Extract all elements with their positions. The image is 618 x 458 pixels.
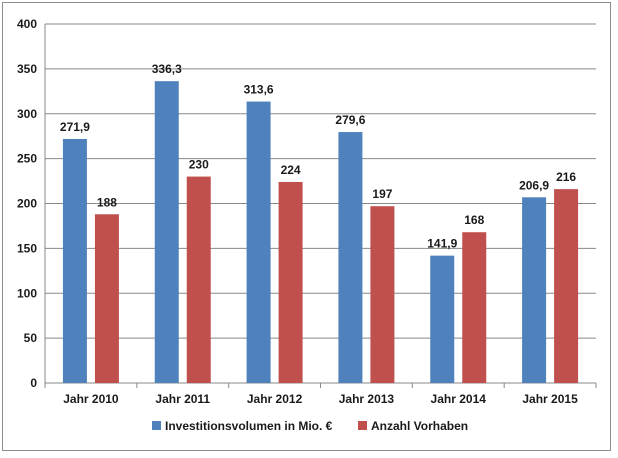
bar-anzahl-vorhaben xyxy=(186,176,211,383)
legend-label: Anzahl Vorhaben xyxy=(371,419,468,433)
data-label: 188 xyxy=(97,195,117,209)
data-label: 141,9 xyxy=(427,237,457,251)
legend-swatch xyxy=(152,421,161,430)
y-tick-label: 150 xyxy=(17,241,37,255)
data-label: 336,3 xyxy=(152,62,182,76)
data-label: 216 xyxy=(556,170,576,184)
bar-anzahl-vorhaben xyxy=(554,189,579,383)
data-label: 279,6 xyxy=(335,113,365,127)
y-tick-label: 400 xyxy=(17,17,37,31)
bar-investitionsvolumen xyxy=(62,138,87,383)
y-tick-label: 100 xyxy=(17,286,37,300)
y-tick-label: 50 xyxy=(24,331,38,345)
x-tick-label: Jahr 2010 xyxy=(63,392,119,406)
data-label: 271,9 xyxy=(60,120,90,134)
bar-investitionsvolumen xyxy=(154,81,179,384)
bar-investitionsvolumen xyxy=(522,197,547,383)
data-label: 224 xyxy=(281,163,301,177)
legend-label: Investitionsvolumen in Mio. € xyxy=(165,419,333,433)
bar-anzahl-vorhaben xyxy=(462,232,487,383)
y-tick-label: 250 xyxy=(17,152,37,166)
y-tick-label: 200 xyxy=(17,197,37,211)
data-label: 313,6 xyxy=(244,83,274,97)
x-tick-label: Jahr 2012 xyxy=(247,392,303,406)
data-label: 168 xyxy=(464,213,484,227)
data-label: 206,9 xyxy=(519,178,549,192)
y-tick-label: 350 xyxy=(17,62,37,76)
data-label: 230 xyxy=(189,158,209,172)
bar-anzahl-vorhaben xyxy=(278,181,303,383)
legend-swatch xyxy=(358,421,367,430)
bar-investitionsvolumen xyxy=(338,132,363,383)
bar-investitionsvolumen xyxy=(246,101,271,383)
x-tick-label: Jahr 2015 xyxy=(522,392,578,406)
x-tick-label: Jahr 2013 xyxy=(339,392,395,406)
y-tick-label: 300 xyxy=(17,107,37,121)
bar-investitionsvolumen xyxy=(430,255,455,383)
bar-anzahl-vorhaben xyxy=(94,214,119,383)
x-tick-label: Jahr 2011 xyxy=(155,392,210,406)
y-tick-label: 0 xyxy=(30,376,37,390)
bar-anzahl-vorhaben xyxy=(370,206,395,383)
x-tick-label: Jahr 2014 xyxy=(431,392,487,406)
data-label: 197 xyxy=(372,187,392,201)
